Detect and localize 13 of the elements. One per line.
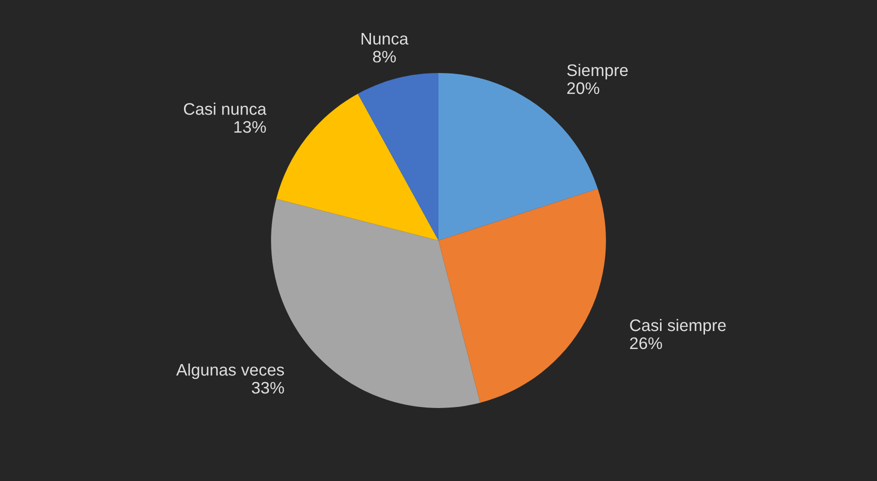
slice-label: Casi nunca xyxy=(184,102,266,115)
slice-label: Casi siempre xyxy=(630,318,726,334)
data-label: 26% xyxy=(630,337,662,350)
pie-slice xyxy=(358,73,438,240)
slice-label: Siempre xyxy=(567,64,628,80)
data-label: 13% xyxy=(234,121,266,133)
pie-slice xyxy=(276,94,438,240)
slice-label: Nunca xyxy=(362,32,408,45)
slice-label: Algunas veces xyxy=(176,363,284,380)
data-label: 20% xyxy=(567,82,600,94)
data-label: 33% xyxy=(252,382,284,394)
pie-slice xyxy=(438,188,606,403)
data-label: 8% xyxy=(373,50,396,63)
